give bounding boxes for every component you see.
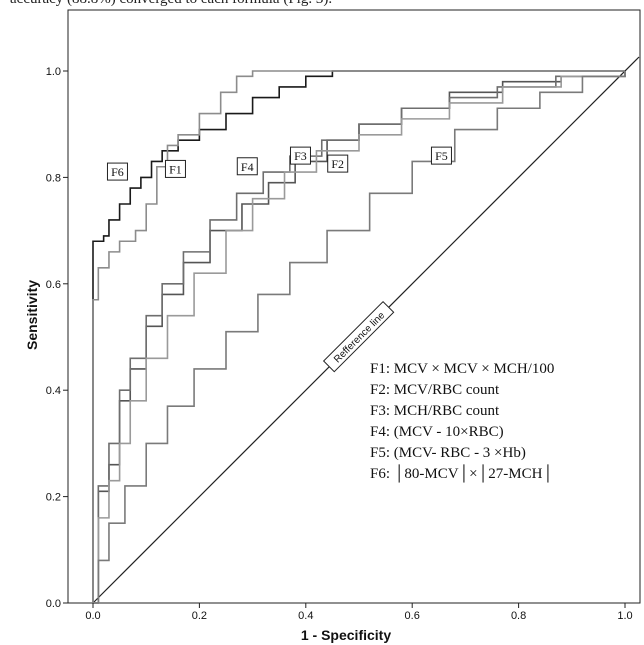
legend-entry: F4: (MCV - 10×RBC) (370, 424, 504, 440)
y-tick-label: 0.2 (46, 492, 61, 504)
curve-tag-f2: F2 (327, 154, 349, 173)
y-tick-label: 1.0 (46, 66, 61, 78)
curve-tag-f1: F1 (164, 159, 186, 178)
x-tick-label: 1.0 (617, 610, 632, 622)
y-tick-label: 0.6 (46, 279, 61, 291)
y-tick-label: 0.0 (46, 598, 61, 610)
curve-tag-box (430, 146, 452, 165)
curve-tag-text: F3 (294, 149, 307, 163)
curve-tag-text: F2 (331, 157, 344, 171)
plot-border (67, 9, 641, 604)
legend-entry: F1: MCV × MCV × MCH/100 (370, 361, 554, 377)
curve-tag-f4: F4 (236, 157, 258, 176)
curve-tag-box (327, 154, 349, 173)
reference-label-text: Refference line (332, 310, 388, 366)
curve-tag-f3: F3 (289, 146, 311, 165)
series-layer (92, 70, 626, 604)
legend-entry: F3: MCH/RBC count (370, 403, 500, 419)
curve-tag-box (106, 162, 128, 181)
x-tick-label: 0.8 (511, 610, 526, 622)
legend: F1: MCV × MCV × MCH/100 F2: MCV/RBC count… (370, 361, 554, 483)
curve-tag-text: F5 (435, 149, 448, 163)
legend-entry: F5: (MCV- RBC - 3 ×Hb) (370, 445, 526, 461)
y-axis-label: Sensitivity (24, 280, 40, 350)
x-tick-label: 0.2 (192, 610, 207, 622)
roc-curve-f1 (92, 70, 625, 603)
plot-frame (67, 9, 641, 604)
curve-tag-f5: F5 (430, 146, 452, 165)
reference-label-box (322, 300, 395, 373)
curve-tag-box (236, 157, 258, 176)
y-tick-label: 0.8 (46, 172, 61, 184)
legend-entry: F2: MCV/RBC count (370, 382, 500, 398)
roc-curve-f5 (93, 71, 626, 604)
y-tick-label: 0.4 (46, 385, 61, 397)
roc-curve-f2 (93, 71, 626, 604)
figure-caption: accuracy (88.8%) converged to each formu… (10, 0, 332, 8)
curve-tag-box (289, 146, 311, 165)
roc-curve-f6 (92, 70, 625, 603)
x-tick-label: 0.0 (85, 610, 100, 622)
x-tick-label: 0.4 (298, 610, 313, 622)
curve-tag-text: F4 (241, 160, 254, 174)
curve-tag-text: F1 (169, 162, 182, 176)
axis-ticks: 0.0 0.2 0.4 0.6 0.8 1.0 0.0 0.2 0.4 0.6 0.8 1.0 (46, 66, 633, 622)
curve-tag-f6: F6 (106, 162, 128, 181)
roc-curve-f3 (93, 71, 626, 604)
curve-tag-box (164, 159, 186, 178)
curve-tags: F6 F1 F4 F3 F2 F5 (106, 146, 452, 181)
x-axis-label: 1 - Specificity (301, 627, 391, 643)
legend-entry: F6: │80-MCV│×│27-MCH│ (370, 464, 553, 483)
x-tick-label: 0.6 (405, 610, 420, 622)
curve-tag-text: F6 (111, 165, 124, 179)
reference-line-group: Refference line (92, 56, 640, 604)
